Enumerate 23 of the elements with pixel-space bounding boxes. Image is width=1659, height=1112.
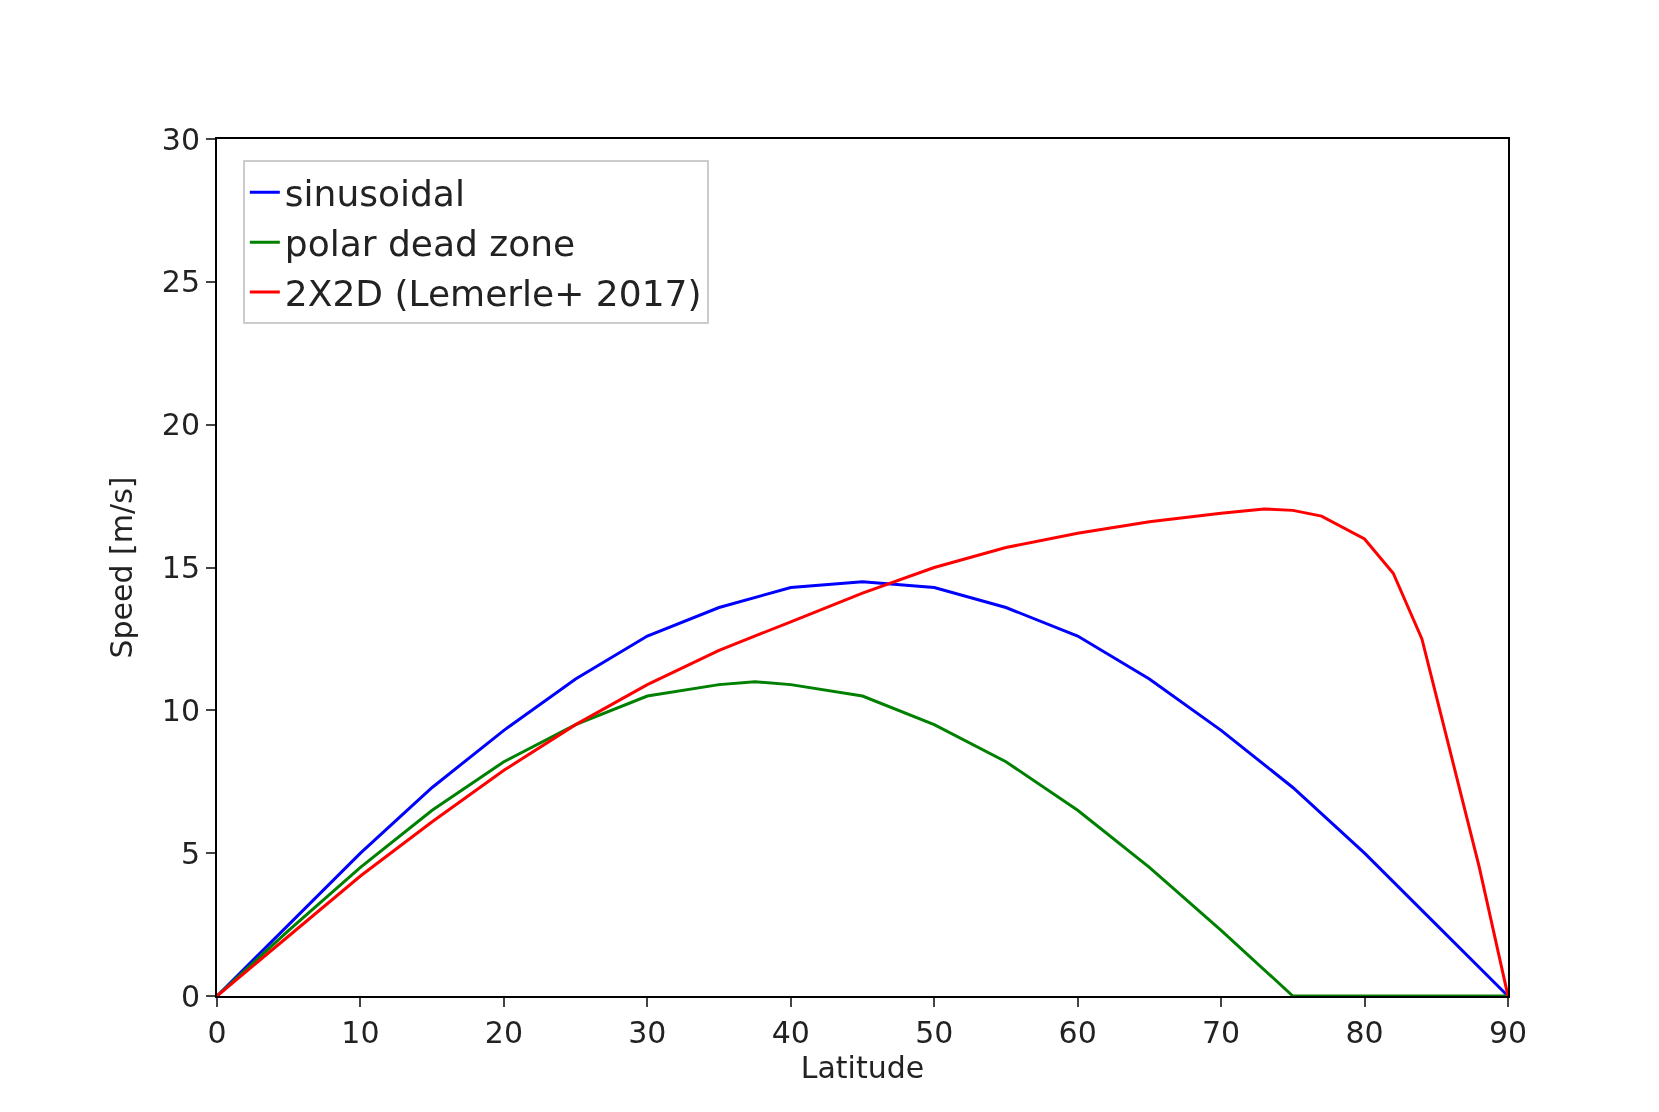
x-tick-label: 60 (1058, 1015, 1097, 1050)
legend-label: sinusoidal (284, 173, 465, 215)
y-tick-label: 30 (161, 121, 200, 157)
y-tick-label: 10 (161, 692, 200, 728)
x-tick-label: 0 (207, 1015, 227, 1050)
x-tick-label: 50 (915, 1015, 954, 1050)
x-axis-title: Latitude (800, 1050, 925, 1085)
x-tick-label: 90 (1488, 1015, 1528, 1050)
x-tick-label: 30 (628, 1015, 667, 1050)
line-series (217, 680, 1508, 996)
y-tick-label: 0 (180, 978, 200, 1014)
y-tick-label: 25 (161, 264, 200, 300)
y-tick-label: 5 (180, 835, 200, 871)
legend-label: polar dead zone (284, 223, 576, 265)
x-tick-label: 40 (771, 1015, 810, 1050)
y-tick-label: 15 (161, 550, 200, 585)
x-tick-label: 70 (1202, 1015, 1241, 1050)
x-tick-label: 20 (484, 1015, 523, 1050)
x-tick-label: 10 (341, 1015, 380, 1050)
legend-label: 2X2D (Lemerle+ 2017) (284, 272, 702, 314)
y-axis-title: Speed [m/s] (104, 476, 140, 659)
x-tick-label: 80 (1345, 1015, 1384, 1050)
y-tick-label: 20 (161, 407, 200, 443)
